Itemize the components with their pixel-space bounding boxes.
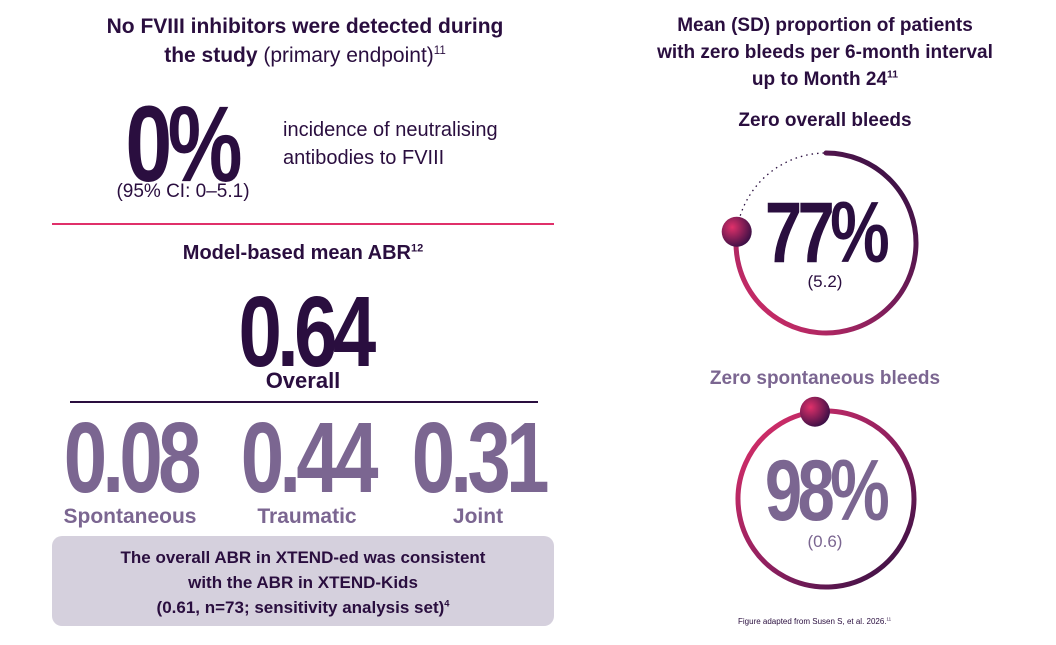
- ring-progress-arc: [733, 150, 919, 336]
- zero-overall-bleeds-label: Zero overall bleeds: [738, 110, 912, 131]
- zero-spontaneous-bleeds-ring: [735, 396, 917, 590]
- zero-overall-bleeds-sd: (5.2): [807, 272, 843, 291]
- footnote-ref: 11: [886, 616, 892, 622]
- abr-spontaneous-value: 0.08: [63, 402, 202, 514]
- abr-title-ref: 12: [410, 242, 424, 255]
- inhibitor-ci: (95% CI: 0–5.1): [116, 181, 250, 202]
- abr-joint-label: Joint: [452, 505, 504, 528]
- figure-footnote: Figure adapted from Susen S, et al. 2026…: [738, 617, 998, 626]
- ring-progress-arc: [735, 408, 917, 590]
- inhibitors-title-line1: No FVIII inhibitors were detected during: [106, 15, 504, 38]
- zero-bleeds-title-line3: up to Month 24: [751, 69, 888, 90]
- zero-bleeds-title-line1: Mean (SD) proportion of patients: [677, 15, 973, 36]
- description-line1: incidence of neutralising: [283, 119, 498, 141]
- zero-spontaneous-bleeds-label: Zero spontaneous bleeds: [709, 368, 941, 389]
- abr-divider: [70, 401, 538, 403]
- spontaneous-ring-marker: [799, 396, 830, 427]
- overall-ring-marker: [721, 216, 752, 247]
- zero-bleeds-title: Mean (SD) proportion of patients with ze…: [640, 12, 1010, 93]
- abr-traumatic-label: Traumatic: [257, 505, 357, 528]
- zero-overall-bleeds-percent: 77%: [764, 185, 890, 281]
- abr-traumatic-value: 0.44: [240, 402, 379, 514]
- description-line2: antibodies to FVIII: [283, 147, 445, 169]
- callout-line2: with the ABR in XTEND-Kids: [188, 573, 418, 592]
- abr-title-text: Model-based mean ABR: [182, 242, 411, 264]
- inhibitors-title: No FVIII inhibitors were detected during…: [60, 12, 550, 70]
- zero-bleeds-title-ref: 11: [887, 69, 899, 81]
- zero-bleeds-title-line2: with zero bleeds per 6-month interval: [657, 42, 993, 63]
- consistency-callout: The overall ABR in XTEND-ed was consiste…: [52, 536, 554, 626]
- zero-spontaneous-bleeds-percent: 98%: [764, 443, 890, 539]
- section-divider: [52, 223, 554, 225]
- footnote-text: Figure adapted from Susen S, et al. 2026…: [738, 617, 887, 626]
- inhibitors-title-ref: 11: [433, 45, 446, 57]
- callout-line1: The overall ABR in XTEND-ed was consiste…: [120, 548, 486, 567]
- abr-spontaneous-label: Spontaneous: [63, 505, 197, 528]
- zero-spontaneous-bleeds-sd: (0.6): [807, 532, 843, 551]
- zero-overall-bleeds-ring: [721, 150, 919, 336]
- abr-joint-value: 0.31: [411, 402, 550, 514]
- inhibitor-incidence-value: 0%: [125, 83, 242, 204]
- callout-line3: (0.61, n=73; sensitivity analysis set): [156, 598, 445, 617]
- inhibitors-title-light: (primary endpoint): [257, 44, 434, 67]
- inhibitors-title-line2: the study: [164, 44, 258, 67]
- abr-title: Model-based mean ABR12: [52, 242, 554, 265]
- abr-overall-label: Overall: [265, 368, 341, 393]
- abr-overall-value: 0.64: [238, 276, 376, 388]
- inhibitor-incidence-description: incidence of neutralising antibodies to …: [283, 116, 563, 172]
- callout-ref: 4: [444, 598, 450, 609]
- ring-remainder: [736, 152, 827, 232]
